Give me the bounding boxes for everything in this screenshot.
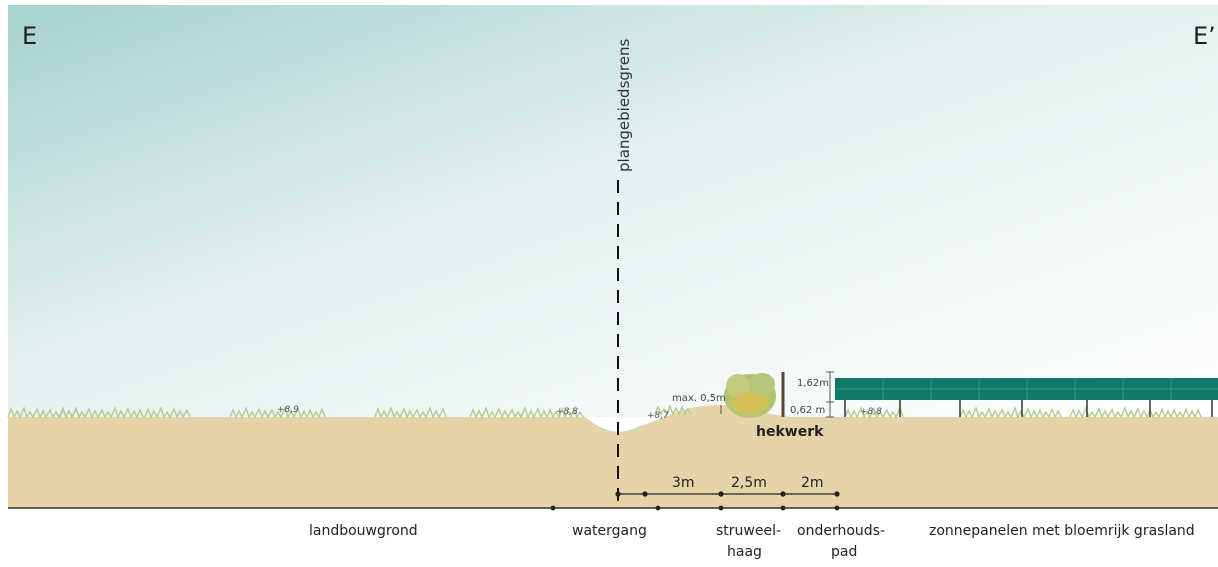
elevation-right-field: +8,8 (860, 407, 882, 417)
fence-height-dimension (720, 371, 834, 418)
fence-label: hekwerk (756, 424, 824, 440)
section-start-marker: E (22, 22, 37, 50)
plan-boundary-label: plangebiedsgrens (615, 39, 633, 172)
zone-struweelhaag-line1: struweel- (716, 523, 781, 539)
zone-watergang: watergang (572, 523, 647, 539)
grass-strip (7, 404, 1202, 419)
zone-landbouwgrond: landbouwgrond (309, 523, 418, 539)
hedge-max-height: max. 0,5m (672, 393, 726, 404)
dimension-2m: 2m (801, 475, 824, 491)
dimension-2-5m: 2,5m (731, 475, 767, 491)
zone-markers (550, 505, 840, 511)
fence-bottom-height: 0,62 m (790, 405, 825, 416)
elevation-ditch-bank: +8,7 (647, 411, 669, 421)
zone-onderhoudspad-line1: onderhouds- (797, 523, 885, 539)
solar-panels (835, 378, 1218, 417)
elevation-left-field: +8,9 (277, 405, 299, 415)
shrub-hedge (724, 373, 776, 418)
soil-profile (8, 405, 1218, 508)
fence-top-height: 1,62m (797, 378, 829, 389)
sky (8, 5, 1218, 417)
elevation-left-bank: +8,8 (556, 407, 578, 417)
dimension-3m: 3m (672, 475, 695, 491)
zone-zonnepanelen: zonnepanelen met bloemrijk grasland (929, 523, 1195, 539)
zone-struweelhaag-line2: haag (727, 544, 762, 560)
ditch-water (593, 423, 644, 432)
zone-onderhoudspad-line2: pad (831, 544, 857, 560)
dimension-line (615, 491, 840, 497)
section-end-marker: E’ (1193, 22, 1216, 50)
